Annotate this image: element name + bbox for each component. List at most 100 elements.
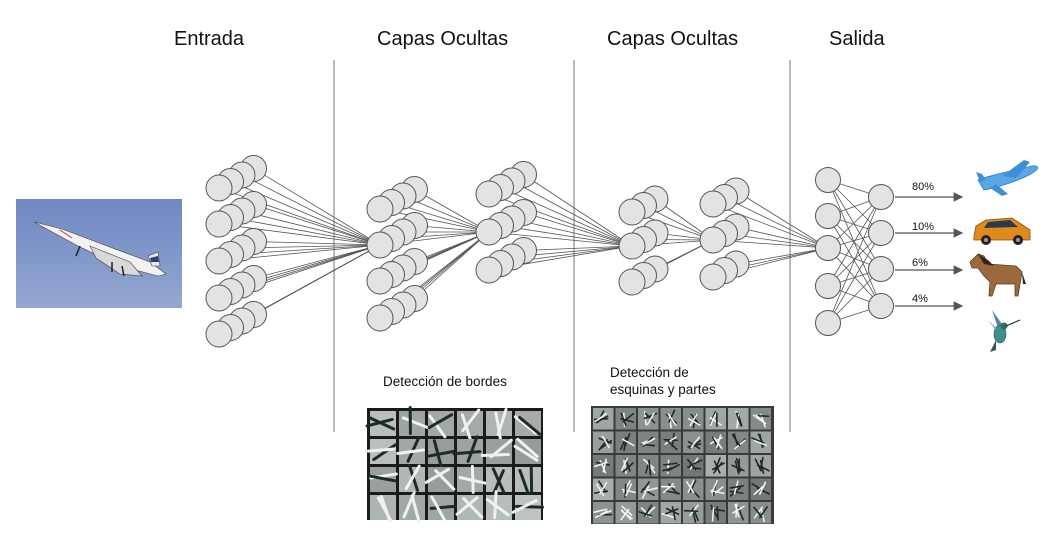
connection-line bbox=[253, 168, 381, 246]
filter-cell bbox=[638, 408, 659, 430]
car-icon bbox=[973, 217, 1031, 245]
output-arrows bbox=[895, 192, 964, 311]
neuron-node bbox=[205, 210, 233, 238]
neuron-node bbox=[815, 167, 841, 193]
filter-cell bbox=[683, 502, 704, 524]
filter-cell bbox=[593, 502, 614, 524]
filter-cell bbox=[593, 478, 614, 500]
connection-line bbox=[414, 189, 490, 233]
filter-cell bbox=[638, 431, 659, 453]
heading-hidden-layers-1: Capas Ocultas bbox=[377, 28, 509, 50]
neuron-node bbox=[366, 231, 394, 259]
edge-filter-grid bbox=[365, 406, 544, 523]
filter-cell bbox=[370, 495, 396, 523]
filter-cell bbox=[511, 495, 544, 520]
filter-cell bbox=[368, 467, 398, 492]
neuron-node bbox=[815, 310, 841, 336]
filter-cell bbox=[615, 478, 636, 500]
connection-line bbox=[488, 231, 633, 247]
filter-cell bbox=[427, 411, 454, 439]
filter-cell bbox=[480, 438, 513, 464]
filter-cell bbox=[615, 455, 636, 477]
connection-line bbox=[500, 225, 633, 247]
filter-cell bbox=[728, 478, 749, 500]
filter-cell bbox=[366, 439, 397, 464]
filter-cell bbox=[615, 502, 636, 524]
connection-line bbox=[712, 203, 829, 249]
connection-line bbox=[735, 190, 829, 249]
filter-cell bbox=[425, 439, 455, 468]
output-percent-horse: 6% bbox=[912, 257, 928, 269]
connection-line bbox=[523, 174, 633, 247]
filter-cell bbox=[750, 478, 771, 500]
filter-cell bbox=[513, 411, 542, 436]
neuron-node bbox=[475, 180, 503, 208]
filter-cell bbox=[728, 431, 749, 453]
connection-line bbox=[241, 174, 381, 246]
neuron-node bbox=[205, 174, 233, 202]
connection-lines bbox=[218, 168, 882, 335]
connection-line bbox=[500, 187, 633, 247]
neuron-node bbox=[618, 198, 646, 226]
neuron-node bbox=[868, 256, 894, 282]
filter-cell bbox=[638, 502, 659, 524]
connection-line bbox=[488, 193, 633, 247]
filter-cell bbox=[486, 467, 512, 497]
output-percent-airplane: 80% bbox=[912, 181, 935, 193]
filter-cell bbox=[728, 502, 749, 524]
filter-cell bbox=[750, 431, 771, 453]
filter-cell bbox=[683, 478, 704, 500]
output-percent-car: 10% bbox=[912, 221, 935, 233]
connection-line bbox=[253, 241, 381, 246]
filter-cell bbox=[515, 465, 541, 497]
filter-cell bbox=[638, 478, 659, 500]
connection-line bbox=[253, 204, 381, 246]
filter-cell bbox=[455, 495, 484, 520]
filter-cell bbox=[615, 408, 636, 430]
connection-line bbox=[724, 197, 829, 249]
filter-cell bbox=[660, 431, 681, 453]
neuron-node bbox=[205, 320, 233, 348]
connection-line bbox=[414, 231, 490, 299]
connection-line bbox=[827, 247, 882, 307]
filter-cell bbox=[705, 408, 726, 430]
neuron-node bbox=[699, 190, 727, 218]
neuron-node bbox=[475, 256, 503, 284]
connection-line bbox=[735, 247, 829, 265]
filter-cell bbox=[660, 455, 681, 477]
filter-cell bbox=[593, 408, 614, 430]
corner-detection-label-line2: esquinas y partes bbox=[610, 382, 716, 397]
filter-cell bbox=[705, 478, 726, 500]
neuron-node bbox=[815, 273, 841, 299]
neuron-node bbox=[366, 267, 394, 295]
connection-line bbox=[253, 244, 381, 279]
filter-cell bbox=[399, 406, 429, 436]
neuron-node bbox=[366, 304, 394, 332]
filter-cell bbox=[452, 435, 483, 464]
connection-line bbox=[735, 226, 829, 249]
neuron-node bbox=[366, 195, 394, 223]
neuron-node bbox=[868, 220, 894, 246]
filter-cell bbox=[660, 408, 681, 430]
neuron-node bbox=[868, 293, 894, 319]
filter-cell bbox=[705, 455, 726, 477]
connection-line bbox=[827, 196, 882, 287]
horse-icon bbox=[969, 253, 1026, 297]
filter-cell bbox=[638, 455, 659, 477]
connection-line bbox=[230, 217, 381, 246]
edge-detection-label: Detección de bordes bbox=[383, 374, 507, 389]
filter-cell bbox=[750, 408, 771, 430]
neuron-node bbox=[815, 203, 841, 229]
filter-cell bbox=[683, 431, 704, 453]
connection-line bbox=[218, 223, 381, 246]
filter-cell bbox=[750, 455, 771, 477]
neuron-node bbox=[618, 268, 646, 296]
filter-cell bbox=[399, 491, 425, 523]
connection-line bbox=[511, 218, 633, 247]
neuron-layers bbox=[205, 155, 894, 348]
input-photo bbox=[16, 199, 182, 308]
filter-cell bbox=[486, 407, 512, 440]
neuron-node bbox=[699, 263, 727, 291]
filter-cell bbox=[750, 502, 771, 524]
